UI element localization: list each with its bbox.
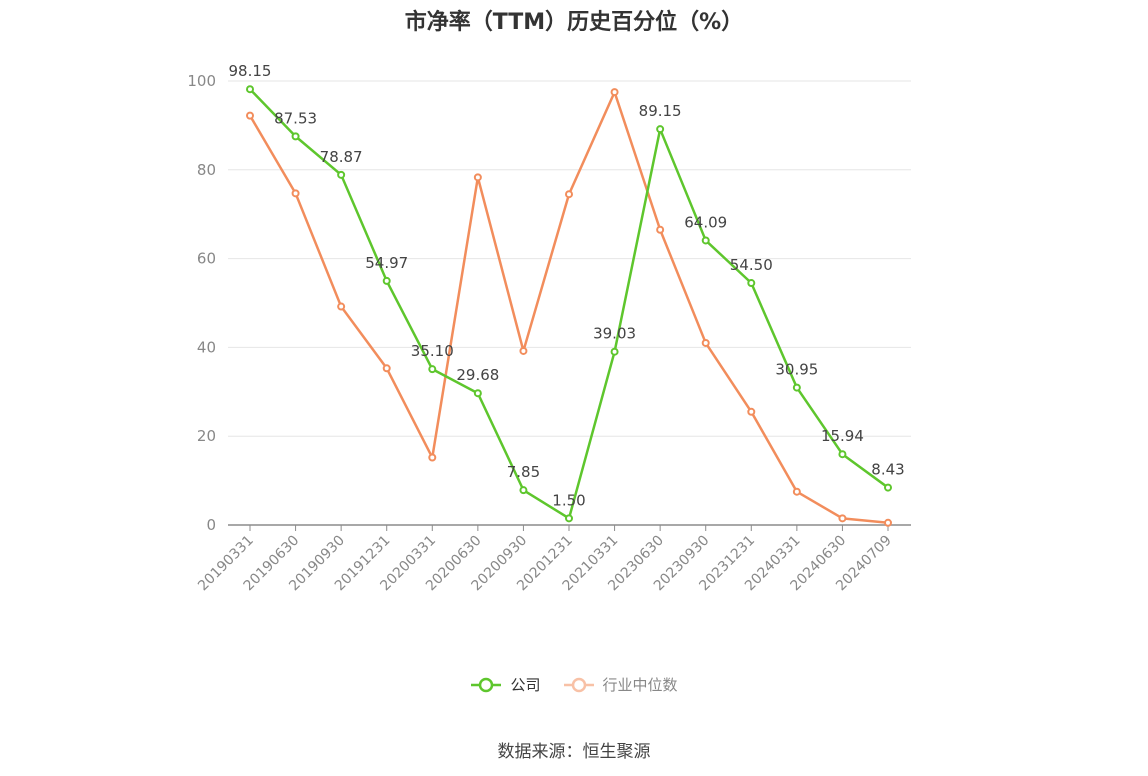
y-tick-label: 80 [197,161,216,179]
data-label: 87.53 [274,109,317,127]
series-layer [246,85,892,527]
legend-item-industry[interactable]: 行业中位数 [563,674,678,695]
data-point-industry [473,173,482,182]
y-tick-label: 100 [187,72,216,90]
data-point-company [337,170,346,179]
data-point-industry [610,88,619,97]
data-point-company [701,236,710,245]
data-point-company [610,347,619,356]
data-point-industry [382,364,391,373]
data-point-industry [656,225,665,234]
data-label: 7.85 [507,463,540,481]
data-point-company [291,132,300,141]
data-label: 15.94 [821,427,864,445]
data-label: 98.15 [229,62,272,80]
data-label: 54.97 [365,254,408,272]
y-tick-label: 60 [197,250,216,268]
data-label: 89.15 [639,102,682,120]
data-point-industry [246,111,254,120]
source-note: 数据来源：恒生聚源 [497,742,651,762]
axis-layer: 0204060801002019033120190630201909302019… [187,72,911,594]
y-tick-label: 0 [206,516,216,534]
data-label: 30.95 [775,361,818,379]
data-label: 78.87 [320,148,363,166]
data-point-company [656,125,665,134]
data-point-industry [291,189,300,198]
grid-layer [228,80,911,437]
data-label: 64.09 [684,213,727,231]
data-point-industry [884,518,892,527]
chart-title: 市净率（TTM）历史百分位（%） [404,10,744,35]
y-tick-label: 40 [197,338,216,356]
data-point-company [884,483,892,492]
y-tick-label: 20 [197,427,216,445]
data-point-industry [519,346,528,355]
data-point-company [473,389,482,398]
data-point-company [792,383,801,392]
legend-company-label: 公司 [510,676,541,694]
data-point-company [428,365,437,374]
data-label: 29.68 [456,366,499,384]
data-point-company [747,279,756,288]
legend-industry-label: 行业中位数 [602,676,678,694]
data-point-company [565,514,573,523]
data-label: 39.03 [593,325,636,343]
data-point-company [246,85,254,94]
data-point-industry [701,338,710,347]
data-point-industry [747,407,756,416]
legend-industry-swatch-icon [563,677,594,692]
legend: 公司 行业中位数 [0,674,1148,695]
data-point-industry [838,514,847,523]
data-label: 8.43 [871,461,904,479]
data-label: 1.50 [552,491,585,509]
data-point-company [838,450,847,459]
data-label: 35.10 [411,342,454,360]
data-point-industry [337,302,346,311]
legend-item-company[interactable]: 公司 [470,674,541,695]
data-point-company [519,486,528,495]
data-point-industry [428,453,437,462]
data-point-company [382,276,391,285]
legend-company-swatch-icon [471,677,502,692]
data-label: 54.50 [730,256,773,274]
data-point-industry [792,487,801,496]
data-point-industry [565,190,573,199]
